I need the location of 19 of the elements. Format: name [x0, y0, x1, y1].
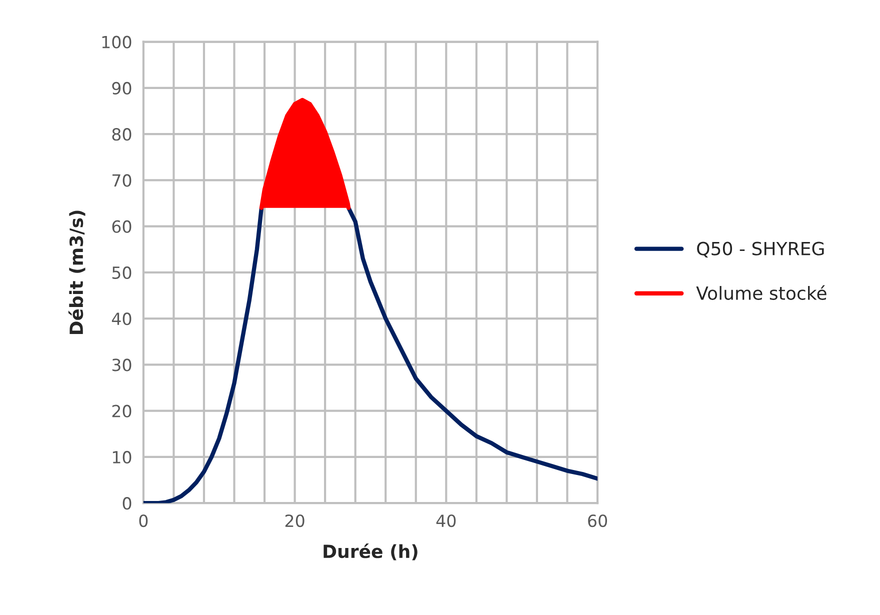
- y-tick-label: 60: [112, 220, 132, 233]
- legend-label: Q50 - SHYREG: [697, 242, 824, 258]
- x-tick-label: 20: [285, 514, 304, 528]
- y-axis-title: Débit (m3/s): [68, 210, 86, 334]
- x-tick-label: 60: [588, 514, 608, 528]
- y-tick-label: 70: [112, 174, 132, 187]
- y-tick-label: 80: [112, 128, 132, 141]
- x-axis-title: Durée (h): [324, 543, 418, 560]
- y-tick-label: 50: [112, 266, 132, 280]
- y-tick-label: 40: [112, 312, 132, 326]
- y-tick-label: 100: [102, 36, 132, 48]
- y-tick-label: 10: [112, 450, 132, 464]
- legend-label: Volume stocké: [696, 285, 826, 300]
- y-tick-label: 20: [112, 404, 132, 418]
- y-tick-label: 30: [112, 358, 132, 372]
- x-tick-label: 0: [139, 514, 148, 528]
- y-tick-label: 90: [112, 82, 132, 95]
- y-tick-label: 0: [122, 497, 132, 510]
- x-tick-label: 40: [436, 514, 456, 528]
